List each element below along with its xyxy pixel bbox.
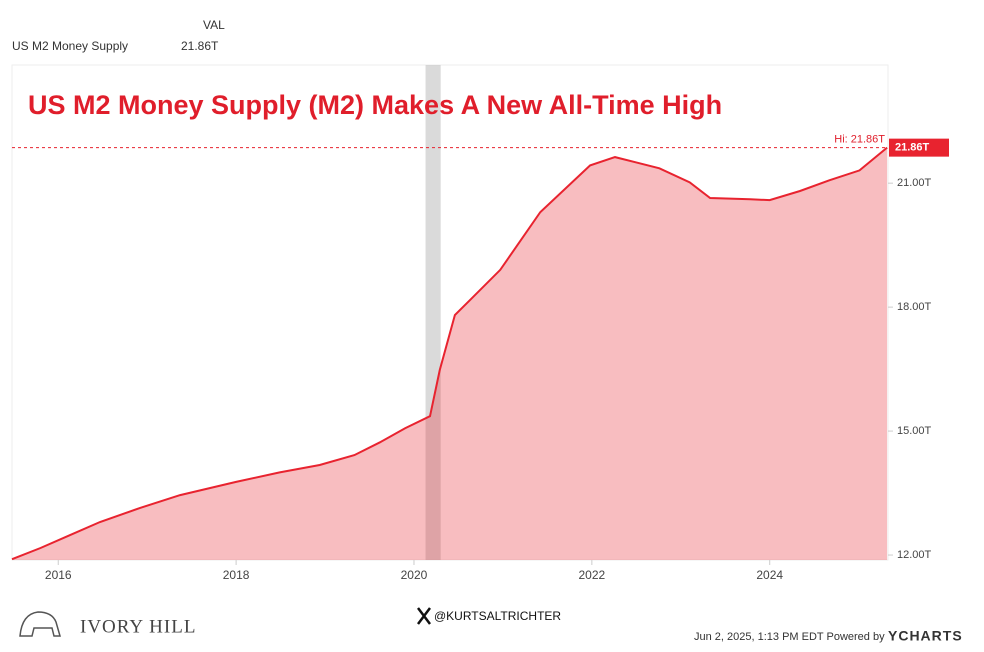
brand-logo bbox=[19, 611, 61, 637]
y-tick-label: 18.00T bbox=[897, 301, 932, 313]
x-tick-label: 2020 bbox=[401, 568, 428, 582]
chart-title: US M2 Money Supply (M2) Makes A New All-… bbox=[28, 90, 722, 120]
provider: YCHARTS bbox=[888, 628, 963, 644]
y-tick-label: 15.00T bbox=[897, 425, 932, 437]
x-tick-label: 2016 bbox=[45, 568, 72, 582]
x-tick-label: 2022 bbox=[578, 568, 605, 582]
y-tick-label: 12.00T bbox=[897, 549, 932, 561]
high-label: Hi: 21.86T bbox=[834, 134, 885, 146]
legend-name: US M2 Money Supply bbox=[12, 39, 128, 53]
area bbox=[12, 147, 888, 560]
x-logo bbox=[417, 607, 431, 625]
recession-band bbox=[425, 65, 441, 560]
handle: @KURTSALTRICHTER bbox=[434, 609, 561, 623]
brand: IVORY HILL bbox=[80, 616, 196, 637]
plot bbox=[11, 65, 888, 561]
legend-value: 21.86T bbox=[181, 39, 219, 53]
x-tick-label: 2018 bbox=[223, 568, 250, 582]
line bbox=[11, 146, 888, 561]
header-label: VAL bbox=[203, 18, 225, 32]
x-tick-label: 2024 bbox=[756, 568, 783, 582]
timestamp: Jun 2, 2025, 1:13 PM EDT Powered by bbox=[694, 631, 885, 643]
last-value-label: 21.86T bbox=[895, 142, 930, 154]
y-tick-label: 21.00T bbox=[897, 177, 932, 189]
last-value-box bbox=[889, 138, 949, 157]
